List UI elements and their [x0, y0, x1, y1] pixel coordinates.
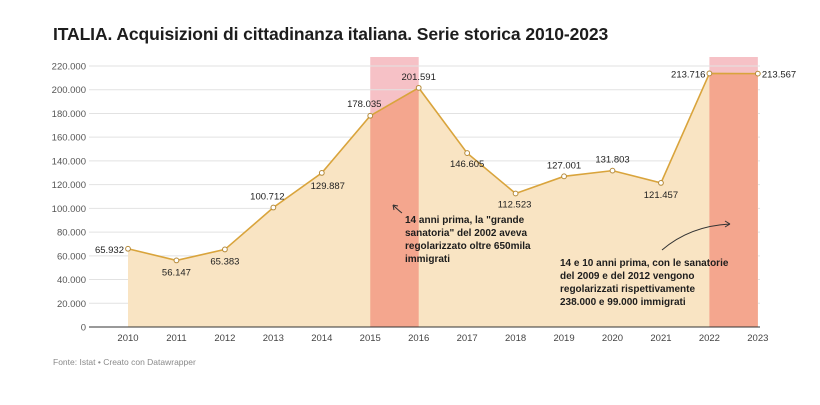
data-label: 201.591 [402, 72, 436, 83]
data-label: 112.523 [498, 200, 532, 211]
data-point [609, 167, 616, 174]
highlight-area-2015-2016 [370, 87, 419, 327]
x-tick-label: 2019 [553, 333, 574, 344]
x-tick-label: 2014 [311, 333, 332, 344]
y-axis-labels: 0 20.000 40.000 60.000 80.000 100.000 120.000 1… [52, 62, 86, 334]
data-point [658, 180, 664, 186]
data-label: 56.147 [162, 267, 191, 278]
x-tick-label: 2010 [117, 333, 138, 344]
y-tick-label: 0 [81, 323, 86, 334]
data-point [318, 170, 325, 176]
data-label: 100.712 [250, 192, 284, 203]
data-point [222, 246, 228, 253]
y-tick-label: 40.000 [57, 275, 86, 286]
annotation-arrow-2016 [392, 204, 403, 214]
y-tick-label: 160.000 [52, 133, 86, 144]
y-tick-label: 100.000 [52, 204, 86, 215]
annotation-line: immigrati [405, 254, 450, 265]
annotation-line: 238.000 e 99.000 immigrati [560, 297, 686, 308]
x-tick-label: 2015 [360, 333, 381, 344]
y-tick-label: 180.000 [52, 109, 86, 120]
y-tick-label: 60.000 [57, 251, 86, 262]
series-line [127, 72, 758, 262]
x-tick-label: 2018 [505, 333, 526, 344]
annotation-line: del 2009 e del 2012 vengono [560, 271, 695, 282]
annotation-arrowhead-2022 [724, 220, 731, 228]
data-label: 121.457 [644, 190, 678, 201]
x-tick-label: 2011 [166, 333, 186, 344]
data-point [173, 257, 180, 264]
x-tick-label: 2016 [408, 333, 429, 344]
data-label: 213.716 [671, 69, 705, 80]
x-tick-label: 2012 [214, 333, 235, 344]
data-label: 65.383 [210, 256, 239, 267]
data-label: 213.567 [762, 70, 796, 81]
data-point [367, 112, 374, 119]
x-tick-label: 2021 [650, 333, 671, 344]
x-tick-label: 2022 [699, 333, 720, 344]
data-label: 129.887 [311, 181, 345, 192]
data-point [512, 190, 519, 197]
y-tick-label: 120.000 [52, 180, 86, 191]
annotation-line: regolarizzato oltre 650mila [405, 241, 531, 252]
annotation-2022: 14 e 10 anni prima, con le sanatorie del … [560, 258, 729, 308]
annotations: 14 anni prima, la "grande sanatoria" del … [392, 204, 731, 308]
data-point [754, 70, 761, 77]
annotation-2016: 14 anni prima, la "grande sanatoria" del … [405, 215, 531, 265]
x-tick-label: 2013 [263, 333, 284, 344]
data-point [464, 150, 471, 156]
chart-title: ITALIA. Acquisizioni di cittadinanza ita… [53, 24, 609, 44]
annotation-line: 14 anni prima, la "grande [405, 215, 525, 226]
y-tick-label: 140.000 [52, 156, 86, 167]
data-point [125, 245, 131, 252]
y-tick-label: 80.000 [57, 228, 86, 239]
data-point [706, 70, 713, 77]
x-tick-label: 2023 [747, 333, 768, 344]
area-layer [127, 72, 758, 327]
x-axis: 2010 2011 2012 2013 2014 2015 2016 2017 2018 2019… [89, 326, 768, 344]
x-tick-label: 2020 [602, 333, 623, 344]
data-point [415, 84, 422, 91]
annotation-line: regolarizzati rispettivamente [560, 284, 695, 295]
data-label: 131.803 [595, 155, 629, 166]
annotation-line: 14 e 10 anni prima, con le sanatorie [560, 258, 729, 269]
x-tick-label: 2017 [457, 333, 478, 344]
data-point [270, 204, 277, 211]
highlight-area-2022-2023 [709, 73, 758, 327]
y-tick-label: 20.000 [57, 299, 86, 310]
data-label: 146.605 [450, 159, 484, 170]
annotation-line: sanatoria" del 2002 aveva [405, 228, 527, 239]
data-points [125, 70, 761, 264]
data-point [561, 173, 567, 180]
annotation-arrowhead-2016 [392, 204, 399, 211]
data-label: 127.001 [547, 160, 581, 171]
annotation-arrow-2022 [661, 223, 731, 251]
data-label: 178.035 [347, 99, 381, 110]
y-tick-label: 220.000 [52, 62, 86, 73]
data-label: 65.932 [95, 245, 124, 256]
y-tick-label: 200.000 [52, 85, 86, 96]
data-labels: 65.932 56.147 65.383 100.712 129.887 178.035 2… [95, 69, 796, 278]
source-note: Fonte: Istat • Creato con Datawrapper [53, 357, 196, 367]
area-fill [128, 73, 758, 327]
